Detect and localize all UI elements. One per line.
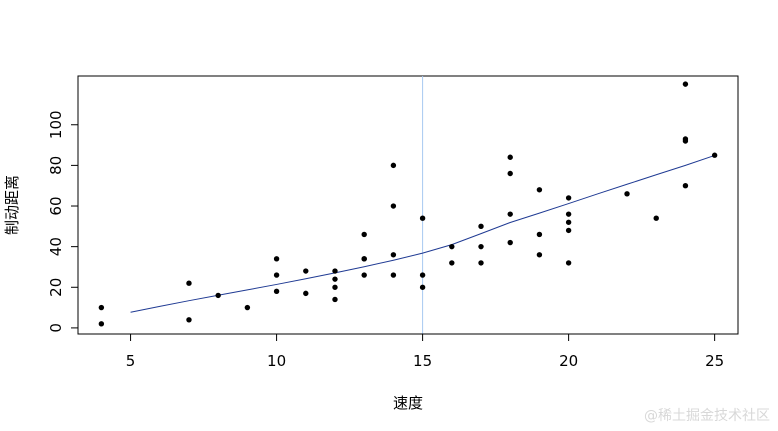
data-point <box>711 152 718 158</box>
data-point <box>361 256 367 262</box>
data-point <box>624 191 630 197</box>
data-point <box>536 231 543 238</box>
x-axis-title: 速度 <box>393 394 423 412</box>
data-point <box>565 227 572 234</box>
y-axis: 0 20 40 60 80 100 <box>47 110 79 333</box>
y-tick-label: 0 <box>47 323 65 333</box>
x-tick-label: 10 <box>267 352 286 370</box>
data-point <box>419 272 426 278</box>
data-point <box>303 290 309 297</box>
data-point <box>449 243 455 250</box>
x-tick-label: 15 <box>413 352 432 370</box>
data-point <box>390 203 397 209</box>
data-point <box>536 252 543 258</box>
data-point <box>332 276 338 282</box>
data-point <box>98 304 105 311</box>
data-point <box>507 211 513 217</box>
watermark: @稀土掘金技术社区 <box>644 408 770 424</box>
data-point <box>332 296 338 303</box>
plot-frame <box>77 75 739 335</box>
data-point <box>536 187 543 193</box>
data-point <box>478 223 484 230</box>
data-point <box>565 211 572 217</box>
data-point <box>390 252 397 258</box>
data-point <box>244 304 251 311</box>
y-tick-label: 40 <box>47 237 65 256</box>
data-point <box>653 215 659 221</box>
points-layer <box>98 81 718 327</box>
data-point <box>478 243 484 250</box>
fit-line-layer <box>130 154 715 313</box>
data-point <box>478 260 484 266</box>
data-point <box>419 284 426 290</box>
data-point <box>303 268 309 274</box>
data-point <box>332 268 338 274</box>
data-point <box>507 239 513 246</box>
data-point <box>682 183 689 189</box>
data-point <box>390 272 397 278</box>
data-point <box>390 162 397 169</box>
data-point <box>361 272 367 278</box>
y-tick-label: 100 <box>47 110 65 139</box>
data-point <box>186 317 192 323</box>
x-tick-label: 5 <box>126 352 136 370</box>
y-tick-label: 80 <box>47 156 65 175</box>
x-tick-label: 20 <box>559 352 578 370</box>
y-axis-title: 制动距离 <box>3 175 21 235</box>
data-point <box>332 284 338 290</box>
data-point <box>507 170 513 177</box>
data-point <box>215 292 221 299</box>
data-point <box>273 272 280 278</box>
data-point <box>98 321 105 327</box>
data-point <box>682 81 689 87</box>
data-point <box>682 136 689 142</box>
data-point <box>273 288 280 295</box>
data-point <box>361 231 367 238</box>
data-point <box>507 154 513 160</box>
data-point <box>449 260 455 266</box>
data-point <box>565 195 572 201</box>
data-point <box>273 256 280 262</box>
x-axis: 5 10 15 20 25 <box>126 333 724 370</box>
data-point <box>186 280 192 286</box>
data-point <box>565 260 572 266</box>
fit-line <box>130 154 715 313</box>
y-tick-label: 20 <box>47 278 65 297</box>
data-point <box>565 219 572 225</box>
y-tick-label: 60 <box>47 196 65 215</box>
data-point <box>419 215 426 221</box>
x-tick-label: 25 <box>705 352 724 370</box>
